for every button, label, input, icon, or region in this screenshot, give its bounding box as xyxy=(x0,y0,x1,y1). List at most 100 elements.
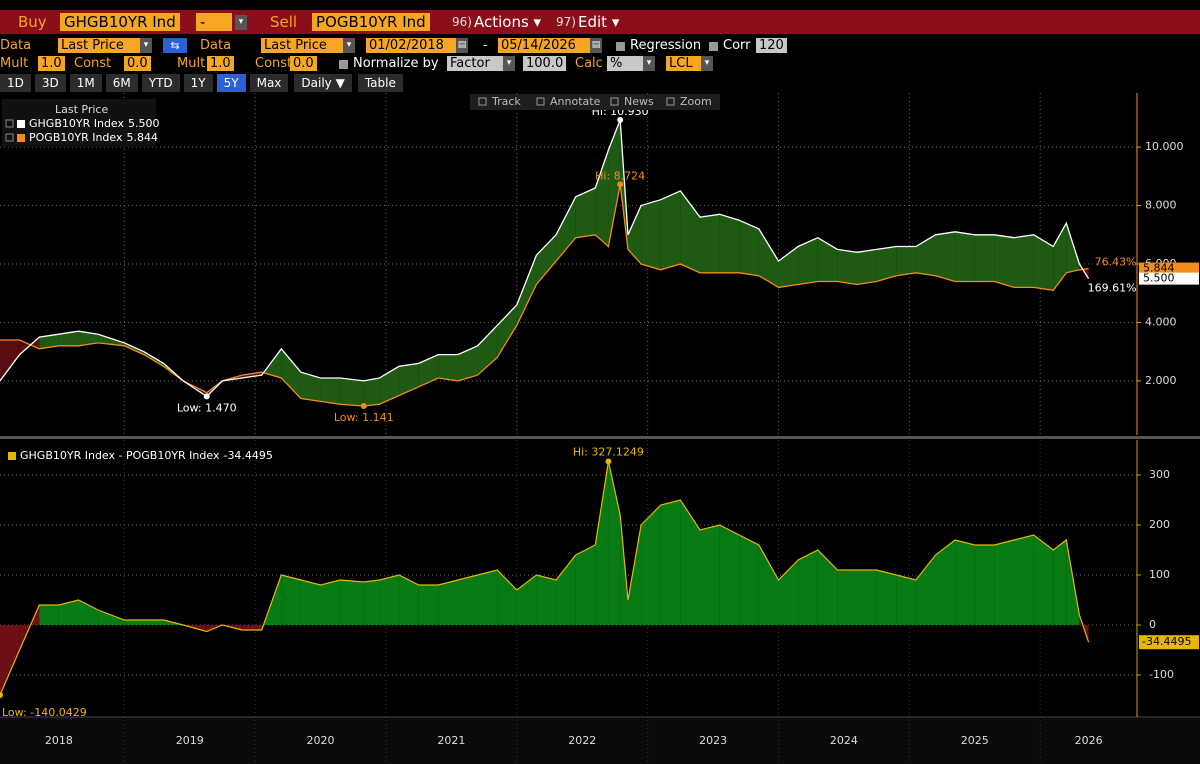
x-tick-label: 2026 xyxy=(1075,734,1103,747)
x-tick-label: 2019 xyxy=(176,734,204,747)
spread-area xyxy=(660,500,681,625)
annotation-label: Low: 1.141 xyxy=(334,411,394,424)
data-field[interactable]: Last Price xyxy=(261,38,347,53)
factor-value[interactable]: 100.0 xyxy=(523,56,567,71)
spread-area xyxy=(438,580,458,625)
spread-area xyxy=(719,525,740,625)
dropdown[interactable]: ▾ xyxy=(343,38,355,53)
spread-fill xyxy=(477,325,498,376)
buy-ticker[interactable]: GHGB10YR Ind xyxy=(60,13,180,31)
chart-toolbar xyxy=(470,94,720,110)
table-button[interactable]: Table xyxy=(357,74,403,92)
spread-area xyxy=(994,540,1015,625)
spread-area xyxy=(739,535,759,625)
period-button[interactable]: 1M xyxy=(69,74,102,92)
dropdown[interactable]: ▾ xyxy=(643,56,655,71)
tool-button[interactable]: News xyxy=(624,95,654,108)
end-date[interactable]: 05/14/2026 xyxy=(498,38,590,53)
tool-button[interactable]: Zoom xyxy=(680,95,712,108)
regression-label: Regression xyxy=(630,38,702,53)
period-button[interactable]: 1D xyxy=(0,74,31,92)
last-value-label: 5.844 xyxy=(1143,262,1175,275)
actions-menu[interactable]: Actions ▾ xyxy=(474,13,542,31)
mult-label: Mult xyxy=(0,56,29,71)
calc-label: Calc xyxy=(575,56,603,71)
sell-ticker[interactable]: POGB10YR Ind xyxy=(312,13,430,31)
factor-field[interactable]: Factor xyxy=(447,56,507,71)
spread-area xyxy=(955,540,975,625)
corr-window[interactable]: 120 xyxy=(756,38,787,53)
spread-area xyxy=(556,555,576,625)
calendar[interactable]: ▤ xyxy=(456,38,468,53)
legend-expander xyxy=(5,119,14,128)
spread-fill xyxy=(242,372,262,378)
spread-fill xyxy=(1033,234,1054,291)
spread-area xyxy=(98,610,125,625)
x-tick-label: 2022 xyxy=(568,734,596,747)
y-tick-label: 200 xyxy=(1149,518,1170,531)
data-label: Data xyxy=(200,38,232,53)
mult-field[interactable]: 1.0 xyxy=(38,56,65,71)
dropdown[interactable]: ▾ xyxy=(701,56,713,71)
spread-fill xyxy=(837,249,858,285)
period-button[interactable]: YTD xyxy=(141,74,180,92)
data-field[interactable]: Last Price xyxy=(58,38,144,53)
spread-fill xyxy=(516,255,537,326)
last-value-box xyxy=(1139,635,1199,650)
const-label: Const xyxy=(74,56,112,71)
checkbox[interactable] xyxy=(709,42,718,51)
const-field[interactable]: 0.0 xyxy=(290,56,317,71)
spread-area xyxy=(575,545,596,625)
axis-area xyxy=(0,717,1200,764)
calendar[interactable]: ▤ xyxy=(590,38,602,53)
spread-fill xyxy=(641,199,661,270)
start-date[interactable]: 01/02/2018 xyxy=(366,38,458,53)
x-tick-label: 2023 xyxy=(699,734,727,747)
spread-fill xyxy=(78,331,99,346)
spread-area xyxy=(58,600,79,625)
spread-fill xyxy=(58,331,79,346)
y-tick-label: -100 xyxy=(1149,668,1174,681)
dropdown[interactable]: ▾ xyxy=(140,38,152,53)
period-button[interactable]: 6M xyxy=(105,74,138,92)
period-button[interactable]: 1Y xyxy=(183,74,213,92)
checkbox[interactable] xyxy=(339,60,348,69)
spread-fill xyxy=(39,334,59,349)
header-bar: Buy GHGB10YR Ind - ▾ Sell POGB10YR Ind 9… xyxy=(0,10,1200,34)
dropdown[interactable]: ▾ xyxy=(503,56,515,71)
frequency-button[interactable]: Daily ▼ xyxy=(294,74,352,92)
spread-fill xyxy=(739,220,759,276)
spread-fill xyxy=(536,234,557,285)
spread-area xyxy=(78,600,99,625)
actions-num: 96) xyxy=(452,15,472,29)
spread-fill xyxy=(994,234,1015,288)
legend-title: Last Price xyxy=(55,103,108,116)
checkbox[interactable] xyxy=(616,42,625,51)
period-button[interactable]: 3D xyxy=(34,74,66,92)
spread-fill xyxy=(418,354,439,387)
spread-fill xyxy=(955,231,975,282)
y-tick-label: 2.000 xyxy=(1145,374,1177,387)
mult-field[interactable]: 1.0 xyxy=(207,56,234,71)
tool-button[interactable]: Track xyxy=(491,95,521,108)
annotation-dot xyxy=(203,393,210,400)
period-button[interactable]: Max xyxy=(249,74,289,92)
spread-fill xyxy=(608,119,621,247)
spread-fill xyxy=(1053,223,1067,291)
spread-fill xyxy=(798,237,818,285)
spread-area xyxy=(974,545,995,625)
swap-button[interactable]: ⇆ xyxy=(163,38,187,53)
operator-dropdown[interactable]: ▾ xyxy=(235,15,247,30)
x-tick-label: 2024 xyxy=(830,734,858,747)
const-field[interactable]: 0.0 xyxy=(124,56,151,71)
sell-label: Sell xyxy=(270,13,298,31)
spread-fill xyxy=(363,378,380,407)
edit-menu[interactable]: Edit ▾ xyxy=(578,13,620,31)
lcl-field[interactable]: LCL xyxy=(666,56,702,71)
spread-area xyxy=(399,575,419,625)
calc-field[interactable]: % xyxy=(607,56,643,71)
period-button[interactable]: 5Y xyxy=(216,74,246,92)
operator[interactable]: - xyxy=(196,13,232,31)
tool-icon xyxy=(478,97,487,106)
tool-button[interactable]: Annotate xyxy=(550,95,601,108)
